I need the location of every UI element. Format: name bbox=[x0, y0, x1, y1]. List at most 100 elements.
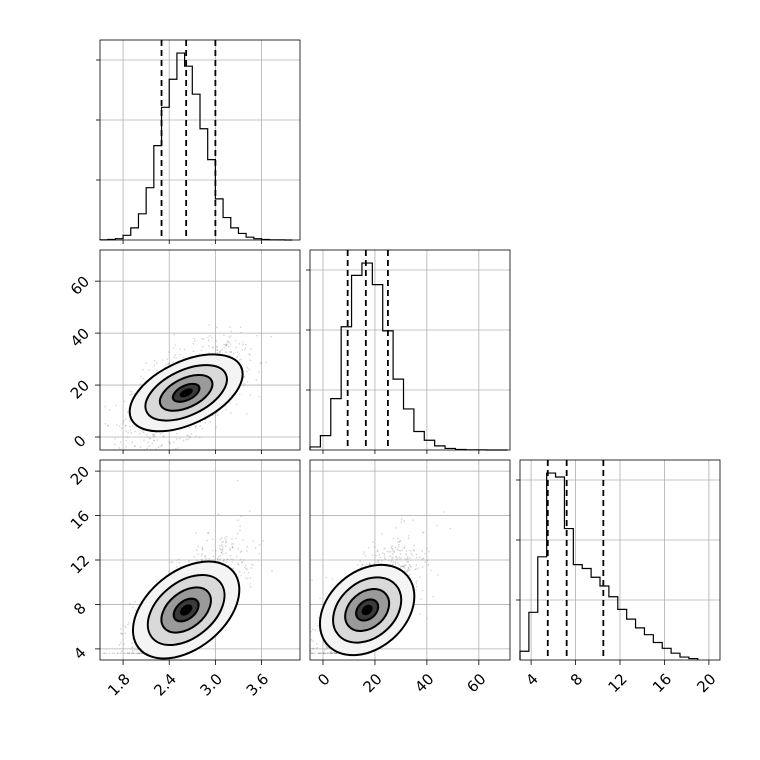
scatter-point bbox=[153, 435, 155, 437]
scatter-point bbox=[327, 647, 329, 649]
scatter-point bbox=[409, 565, 412, 568]
scatter-point bbox=[243, 384, 245, 387]
scatter-point bbox=[139, 446, 142, 448]
scatter-point bbox=[151, 466, 152, 467]
scatter-point bbox=[125, 424, 127, 427]
scatter-point bbox=[312, 628, 314, 631]
scatter-point bbox=[405, 553, 407, 555]
scatter-point bbox=[132, 454, 133, 455]
scatter-point bbox=[324, 643, 326, 646]
scatter-point bbox=[156, 439, 158, 441]
scatter-point bbox=[221, 349, 223, 351]
scatter-point bbox=[425, 548, 428, 550]
scatter-point bbox=[221, 545, 224, 548]
scatter-point bbox=[399, 550, 401, 552]
scatter-point bbox=[248, 353, 250, 355]
scatter-point bbox=[238, 570, 241, 573]
scatter-point bbox=[124, 424, 127, 427]
scatter-point bbox=[173, 356, 175, 358]
scatter-point bbox=[406, 571, 409, 573]
scatter-point bbox=[230, 412, 232, 414]
scatter-point bbox=[388, 559, 390, 561]
scatter-point bbox=[419, 576, 421, 578]
y-tick-label: 12 bbox=[67, 551, 93, 577]
scatter-point bbox=[141, 652, 143, 655]
density-panel-2-0 bbox=[99, 459, 301, 661]
scatter-point bbox=[325, 647, 328, 649]
contour-line bbox=[132, 560, 241, 660]
scatter-point bbox=[406, 569, 409, 571]
scatter-point bbox=[395, 556, 398, 559]
scatter-point bbox=[406, 561, 408, 563]
scatter-point bbox=[225, 343, 228, 345]
scatter-point bbox=[220, 551, 223, 554]
y-tick-label: 20 bbox=[67, 376, 93, 402]
scatter-point bbox=[246, 550, 248, 552]
scatter-point bbox=[376, 550, 379, 552]
scatter-point bbox=[230, 558, 232, 560]
scatter-point bbox=[254, 547, 257, 549]
scatter-point bbox=[293, 653, 294, 654]
scatter-point bbox=[400, 565, 402, 568]
scatter-point bbox=[169, 362, 171, 365]
scatter-point bbox=[227, 341, 229, 344]
scatter-point bbox=[407, 567, 410, 569]
scatter-point bbox=[219, 547, 221, 550]
scatter-point bbox=[245, 370, 248, 373]
scatter-point bbox=[127, 431, 129, 434]
scatter-point bbox=[217, 558, 219, 561]
scatter-point bbox=[122, 422, 124, 425]
scatter-point bbox=[389, 555, 392, 557]
scatter-point bbox=[215, 340, 217, 342]
scatter-point bbox=[240, 515, 242, 517]
scatter-point bbox=[398, 546, 400, 548]
scatter-point bbox=[403, 520, 405, 522]
scatter-point bbox=[219, 549, 222, 551]
scatter-point bbox=[409, 574, 411, 576]
scatter-point bbox=[399, 553, 402, 555]
scatter-point bbox=[128, 652, 131, 655]
scatter-point bbox=[330, 651, 333, 653]
scatter-point bbox=[324, 652, 327, 655]
scatter-point bbox=[231, 561, 233, 563]
scatter-point bbox=[392, 561, 394, 563]
scatter-point bbox=[125, 439, 128, 442]
scatter-point bbox=[230, 330, 232, 332]
scatter-point bbox=[208, 339, 210, 341]
x-tick-label: 16 bbox=[649, 670, 675, 696]
scatter-point bbox=[225, 345, 228, 347]
scatter-point bbox=[132, 652, 134, 655]
scatter-point bbox=[235, 403, 238, 406]
scatter-point bbox=[102, 652, 105, 655]
scatter-point bbox=[412, 519, 414, 521]
scatter-point bbox=[146, 447, 149, 450]
scatter-point bbox=[223, 347, 225, 349]
density-frame bbox=[99, 249, 301, 451]
scatter-point bbox=[152, 436, 155, 438]
scatter-point bbox=[403, 567, 406, 570]
scatter-point bbox=[412, 548, 415, 551]
contour-line bbox=[160, 586, 212, 634]
scatter-point bbox=[368, 547, 370, 549]
scatter-point bbox=[409, 569, 411, 571]
scatter-point bbox=[176, 438, 178, 440]
scatter-point bbox=[369, 564, 371, 566]
scatter-point bbox=[381, 533, 383, 535]
scatter-point bbox=[136, 652, 138, 655]
scatter-point bbox=[208, 324, 211, 326]
scatter-point bbox=[319, 652, 321, 655]
scatter-point bbox=[225, 344, 227, 347]
scatter-point bbox=[197, 553, 199, 555]
scatter-point bbox=[307, 653, 308, 654]
scatter-point bbox=[230, 351, 233, 354]
scatter-point bbox=[229, 548, 231, 550]
scatter-point bbox=[237, 519, 239, 521]
scatter-point bbox=[212, 346, 214, 349]
scatter-point bbox=[249, 577, 252, 579]
scatter-point bbox=[242, 341, 244, 344]
scatter-point bbox=[335, 652, 337, 655]
scatter-point bbox=[215, 550, 217, 552]
scatter-point bbox=[129, 425, 131, 428]
scatter-point bbox=[372, 541, 374, 543]
scatter-point bbox=[216, 345, 218, 348]
